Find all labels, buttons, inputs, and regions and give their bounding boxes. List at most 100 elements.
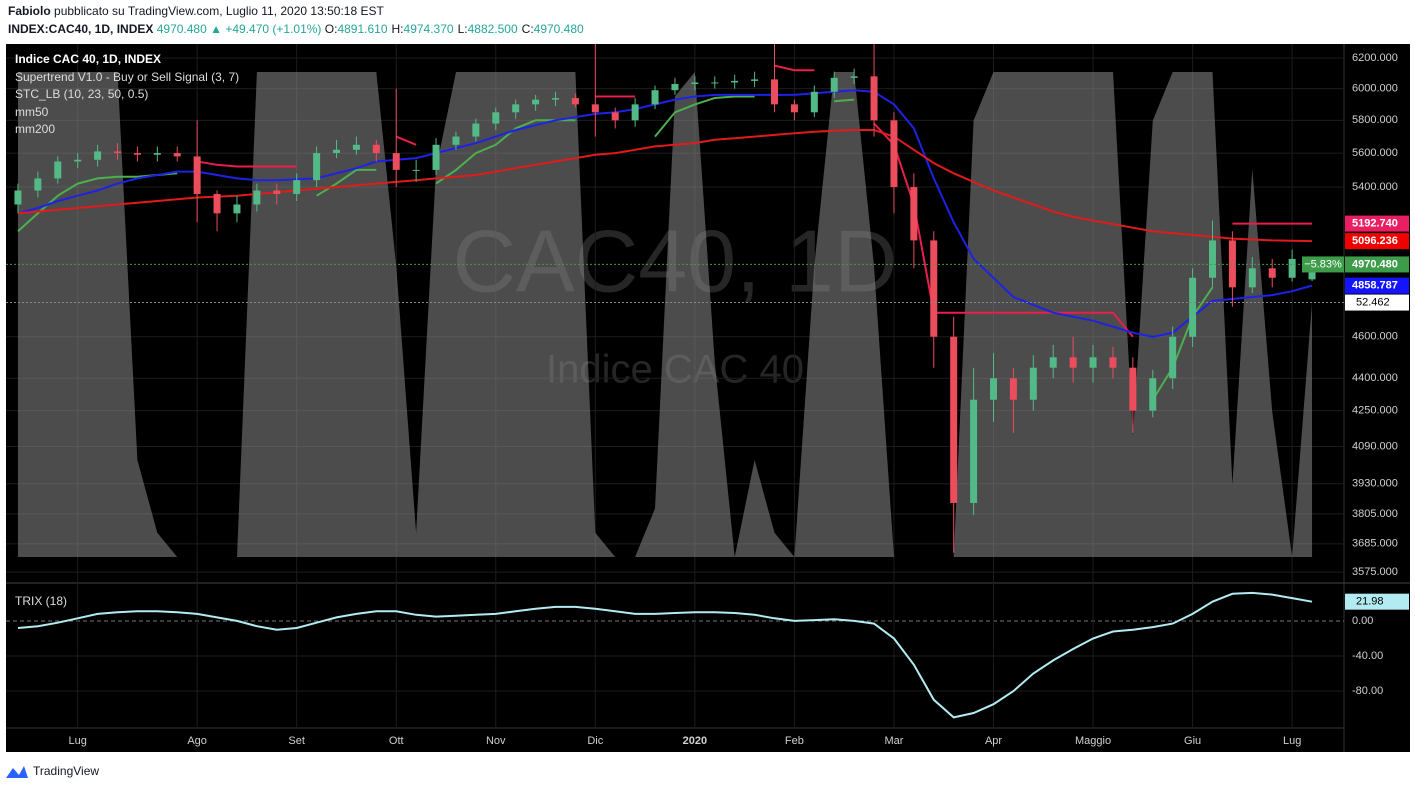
candle-body	[930, 240, 938, 337]
y-tick-label: 6200.000	[1352, 52, 1398, 64]
price-label: 5096.236	[1352, 235, 1398, 247]
legend-entry: Supertrend V1.0 - Buy or Sell Signal (3,…	[15, 70, 239, 84]
x-tick-label: Ott	[389, 735, 404, 747]
trix-label: 21.98	[1356, 596, 1384, 608]
candle-body	[293, 180, 301, 194]
candle-body	[54, 161, 62, 179]
price-label-box	[1345, 256, 1409, 273]
candle-body	[810, 91, 818, 113]
candle-body	[313, 153, 321, 181]
legend-title: Indice CAC 40, 1D, INDEX	[15, 52, 161, 66]
x-tick-label: Dic	[587, 735, 603, 747]
price-label-box	[1345, 215, 1409, 232]
candle-body	[412, 169, 420, 171]
candle-body	[631, 104, 639, 121]
x-tick-label: Feb	[785, 735, 804, 747]
y-tick-label: 3575.000	[1352, 566, 1398, 578]
candle-body	[850, 76, 858, 78]
last-price: 4970.480	[157, 22, 207, 36]
change-label: −5.83%	[1304, 258, 1342, 270]
candle-body	[731, 80, 739, 83]
y-tick-label: 5600.000	[1352, 147, 1398, 159]
y-tick-label: 0.00	[1352, 615, 1373, 627]
candle-body	[870, 76, 878, 121]
candle-body	[273, 190, 281, 194]
candle-body	[213, 193, 221, 214]
candle-body	[333, 149, 340, 154]
y-tick-label: -80.00	[1352, 685, 1383, 697]
candle-body	[830, 77, 838, 92]
ohlc-value: 4970.480	[534, 22, 584, 36]
ohlc-key: L:	[458, 22, 468, 36]
candle-body	[970, 399, 978, 503]
candle-body	[910, 187, 918, 241]
trix-line	[17, 591, 1313, 719]
stc-label-box	[1345, 294, 1409, 311]
candle-body	[432, 144, 440, 170]
y-tick-label: 3805.000	[1352, 508, 1398, 520]
candle-body	[1248, 268, 1256, 288]
candle-body	[950, 336, 958, 503]
candle-body	[1109, 357, 1117, 368]
candle-body	[571, 98, 579, 105]
candle-body	[193, 156, 201, 194]
candle-body	[771, 79, 778, 105]
author: Fabiolo	[8, 4, 51, 18]
candle-body	[1029, 367, 1037, 400]
candle-body	[1149, 378, 1157, 411]
candle-body	[1189, 277, 1197, 337]
x-tick-label: Set	[288, 735, 305, 747]
x-tick-label: Giu	[1184, 735, 1201, 747]
candle-body	[512, 104, 520, 113]
ohlc-value: 4882.500	[468, 22, 518, 36]
candle-body	[890, 120, 898, 188]
supertrend-down	[196, 64, 1312, 338]
change: +49.470 (+1.01%)	[225, 22, 321, 36]
stc-label: 52.462	[1356, 296, 1390, 308]
pane-title: TRIX (18)	[15, 594, 67, 608]
ma-line	[17, 89, 1313, 338]
price-label-box	[1345, 233, 1409, 250]
x-tick-label: Lug	[69, 735, 87, 747]
y-tick-label: 3930.000	[1352, 478, 1398, 490]
ohlc: O:4891.610 H:4974.370 L:4882.500 C:4970.480	[325, 22, 584, 36]
stc-area	[17, 72, 1313, 557]
candle-body	[671, 84, 679, 91]
change-arrow: ▲	[210, 22, 222, 36]
legend-entry: STC_LB (10, 23, 50, 0.5)	[15, 87, 148, 101]
candle-body	[114, 151, 121, 154]
ohlc-key: C:	[522, 22, 534, 36]
candle-body	[253, 190, 261, 205]
x-tick-label: Lug	[1283, 735, 1301, 747]
y-tick-label: 5400.000	[1352, 181, 1398, 193]
candle-body	[651, 90, 659, 105]
candle-body	[14, 190, 22, 205]
price-label: 5192.740	[1352, 217, 1398, 229]
y-tick-label: 4250.000	[1352, 405, 1398, 417]
candle-body	[1049, 357, 1057, 368]
x-tick-label: Maggio	[1075, 735, 1111, 747]
price-label-box	[1345, 277, 1409, 294]
header-line: Fabiolo pubblicato su TradingView.com, L…	[8, 4, 384, 18]
candle-body	[532, 99, 540, 105]
candle-body	[751, 79, 759, 81]
candle-body	[1089, 357, 1097, 368]
candle-body	[472, 123, 480, 137]
candle-body	[1169, 336, 1177, 379]
candle-body	[352, 144, 360, 150]
candle-body	[790, 104, 798, 113]
change-box	[1302, 256, 1344, 273]
candle-body	[153, 153, 161, 155]
symbol: INDEX:CAC40, 1D, INDEX	[8, 22, 153, 36]
symbol-line: INDEX:CAC40, 1D, INDEX 4970.480 ▲ +49.47…	[8, 22, 584, 36]
candle-body	[1009, 378, 1017, 400]
candle-body	[1069, 357, 1077, 368]
candle-body	[94, 151, 102, 160]
legend-entry: mm200	[15, 122, 55, 136]
candle-body	[711, 82, 719, 84]
x-tick-label: 2020	[683, 735, 707, 747]
published: pubblicato su TradingView.com, Luglio 11…	[54, 4, 384, 18]
brand: TradingView	[33, 764, 99, 778]
ohlc-key: O:	[325, 22, 338, 36]
